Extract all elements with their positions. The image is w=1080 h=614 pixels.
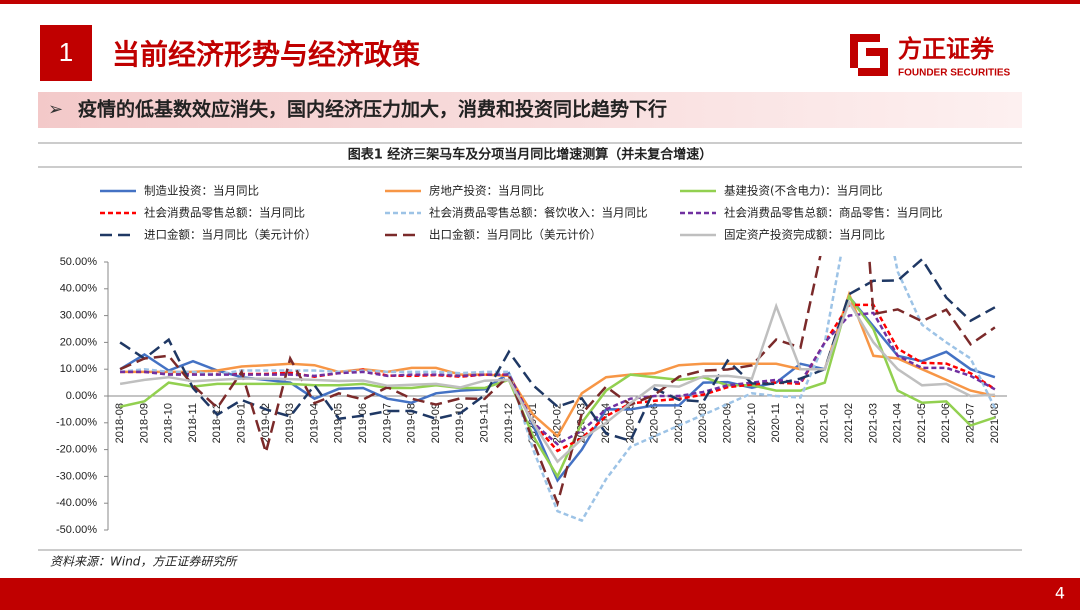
logo-en: FOUNDER SECURITIES <box>898 68 1011 79</box>
subtitle-bullet: ➢ <box>48 99 63 120</box>
page-number: 4 <box>1055 584 1065 603</box>
top-rule <box>0 0 1080 4</box>
lines <box>119 256 997 523</box>
x-tick-label: 2019-01 <box>236 403 248 443</box>
x-tick-label: 2020-08 <box>697 403 709 443</box>
x-tick-label: 2021-07 <box>964 403 976 443</box>
series-line <box>119 257 996 443</box>
legend-label: 进口金额：当月同比（美元计价） <box>144 228 317 242</box>
series-line <box>120 290 996 439</box>
x-tick-label: 2021-06 <box>940 403 952 443</box>
x-tick-label: 2019-06 <box>357 403 369 443</box>
x-tick-label: 2019-03 <box>284 403 296 443</box>
legend-label: 制造业投资：当月同比 <box>144 184 259 198</box>
x-tick-label: 2020-09 <box>721 403 733 443</box>
legend-label: 社会消费品零售总额：餐饮收入：当月同比 <box>429 206 648 220</box>
series-line <box>119 256 997 523</box>
legend-label: 基建投资(不含电力)：当月同比 <box>724 184 882 198</box>
legend-label: 社会消费品零售总额：当月同比 <box>144 206 305 220</box>
series-line <box>119 299 995 464</box>
legend-label: 出口金额：当月同比（美元计价） <box>429 228 602 242</box>
x-tick-label: 2021-01 <box>819 403 831 443</box>
x-tick-label: 2021-02 <box>843 403 855 443</box>
x-tick-label: 2019-10 <box>454 403 466 443</box>
legend-label: 社会消费品零售总额：商品零售：当月同比 <box>724 206 943 220</box>
x-tick-label: 2018-12 <box>211 403 223 443</box>
footer-bar <box>0 578 1080 610</box>
logo-cn: 方正证券 <box>898 35 995 63</box>
x-tick-label: 2020-11 <box>770 403 782 443</box>
x-tick-label: 2020-10 <box>746 403 758 443</box>
y-tick-label: 0.00% <box>66 390 97 402</box>
section-box <box>40 25 92 81</box>
x-tick-label: 2019-08 <box>406 403 418 443</box>
x-tick-label: 2021-05 <box>916 403 928 443</box>
x-tick-label: 2018-09 <box>138 403 150 443</box>
chart-title: 图表1 经济三架马车及分项当月同比增速测算（并未复合增速） <box>348 147 713 163</box>
legend-label: 固定资产投资完成额：当月同比 <box>724 228 885 242</box>
x-tick-label: 2018-08 <box>114 403 126 443</box>
x-tick-label: 2020-06 <box>649 403 661 443</box>
series-line <box>119 294 996 480</box>
y-tick-label: 10.00% <box>60 363 98 375</box>
x-tick-label: 2020-07 <box>673 403 685 443</box>
x-tick-label: 2021-04 <box>892 403 904 443</box>
y-tick-label: 20.00% <box>60 336 98 348</box>
slide-title: 当前经济形势与经济政策 <box>112 38 420 71</box>
series-line <box>120 311 996 446</box>
y-tick-label: -20.00% <box>56 444 97 456</box>
y-tick-label: 30.00% <box>60 310 98 322</box>
x-tick-label: 2019-11 <box>479 403 491 443</box>
x-tick-label: 2019-02 <box>260 403 272 443</box>
logo-mark <box>850 34 888 76</box>
source: 资料来源：Wind，方正证券研究所 <box>50 555 238 569</box>
x-tick-label: 2021-03 <box>867 403 879 443</box>
subtitle-bar <box>38 92 1022 128</box>
x-tick-label: 2019-04 <box>308 403 320 443</box>
y-tick-label: -50.00% <box>56 524 97 536</box>
subtitle: 疫情的低基数效应消失，国内经济压力加大，消费和投资同比趋势下行 <box>78 98 667 121</box>
x-tick-label: 2019-05 <box>333 403 345 443</box>
x-tick-label: 2019-09 <box>430 403 442 443</box>
series-line <box>119 256 996 508</box>
x-tick-label: 2019-12 <box>503 403 515 443</box>
y-tick-label: -10.00% <box>56 417 97 429</box>
y-tick-label: 50.00% <box>60 256 98 268</box>
section-number: 1 <box>59 37 73 67</box>
x-tick-label: 2021-08 <box>989 403 1001 443</box>
x-tick-label: 2018-10 <box>163 403 175 443</box>
x-tick-label: 2020-12 <box>794 403 806 443</box>
y-tick-label: -40.00% <box>56 497 97 509</box>
y-tick-label: -30.00% <box>56 470 97 482</box>
legend-label: 房地产投资：当月同比 <box>429 184 544 198</box>
y-tick-label: 40.00% <box>60 283 98 295</box>
x-tick-label: 2018-11 <box>187 403 199 443</box>
x-tick-label: 2019-07 <box>381 403 393 443</box>
plot: 50.00% 40.00% 30.00% 20.00% 10.00% 0.00% -10.0… <box>56 184 1007 536</box>
